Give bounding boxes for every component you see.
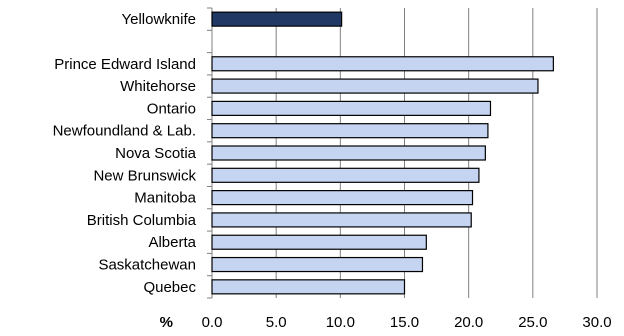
bar <box>211 100 492 116</box>
category-label: Yellowknife <box>122 11 197 28</box>
bar <box>211 56 554 72</box>
x-tick-label: 25.0 <box>518 314 547 331</box>
x-tick-label: 15.0 <box>390 314 419 331</box>
category-label: Quebec <box>143 279 196 296</box>
bar <box>211 256 424 273</box>
bar <box>211 190 474 206</box>
category-label: Manitoba <box>134 190 196 207</box>
category-label: British Columbia <box>87 212 197 229</box>
label-layer: Yellowknife Prince Edward Island Whitehors… <box>53 11 197 296</box>
bar <box>211 167 480 183</box>
x-tick-label: 30.0 <box>582 314 611 331</box>
x-tick-label: 10.0 <box>326 314 355 331</box>
x-axis-unit: % <box>160 314 173 331</box>
bar <box>211 78 539 94</box>
bar-layer <box>211 11 554 295</box>
category-label: Ontario <box>147 100 196 117</box>
bar <box>211 123 489 139</box>
category-label: Newfoundland & Lab. <box>53 123 196 140</box>
bar <box>211 11 343 27</box>
bar <box>211 212 472 228</box>
bar <box>211 279 406 295</box>
x-tick-label: 5.0 <box>266 314 287 331</box>
x-tick-label: 0.0 <box>202 314 223 331</box>
category-label: Nova Scotia <box>115 145 197 162</box>
category-label: Prince Edward Island <box>54 56 196 73</box>
category-label: New Brunswick <box>93 167 196 184</box>
axis-layer <box>207 7 213 299</box>
bar <box>211 145 486 161</box>
tick-layer: % 0.0 5.0 10.0 15.0 20.0 25.0 30.0 <box>160 314 612 331</box>
x-tick-label: 20.0 <box>454 314 483 331</box>
category-label: Whitehorse <box>120 78 196 95</box>
category-label: Saskatchewan <box>98 257 196 274</box>
bar <box>211 234 427 250</box>
category-label: Alberta <box>148 234 196 251</box>
